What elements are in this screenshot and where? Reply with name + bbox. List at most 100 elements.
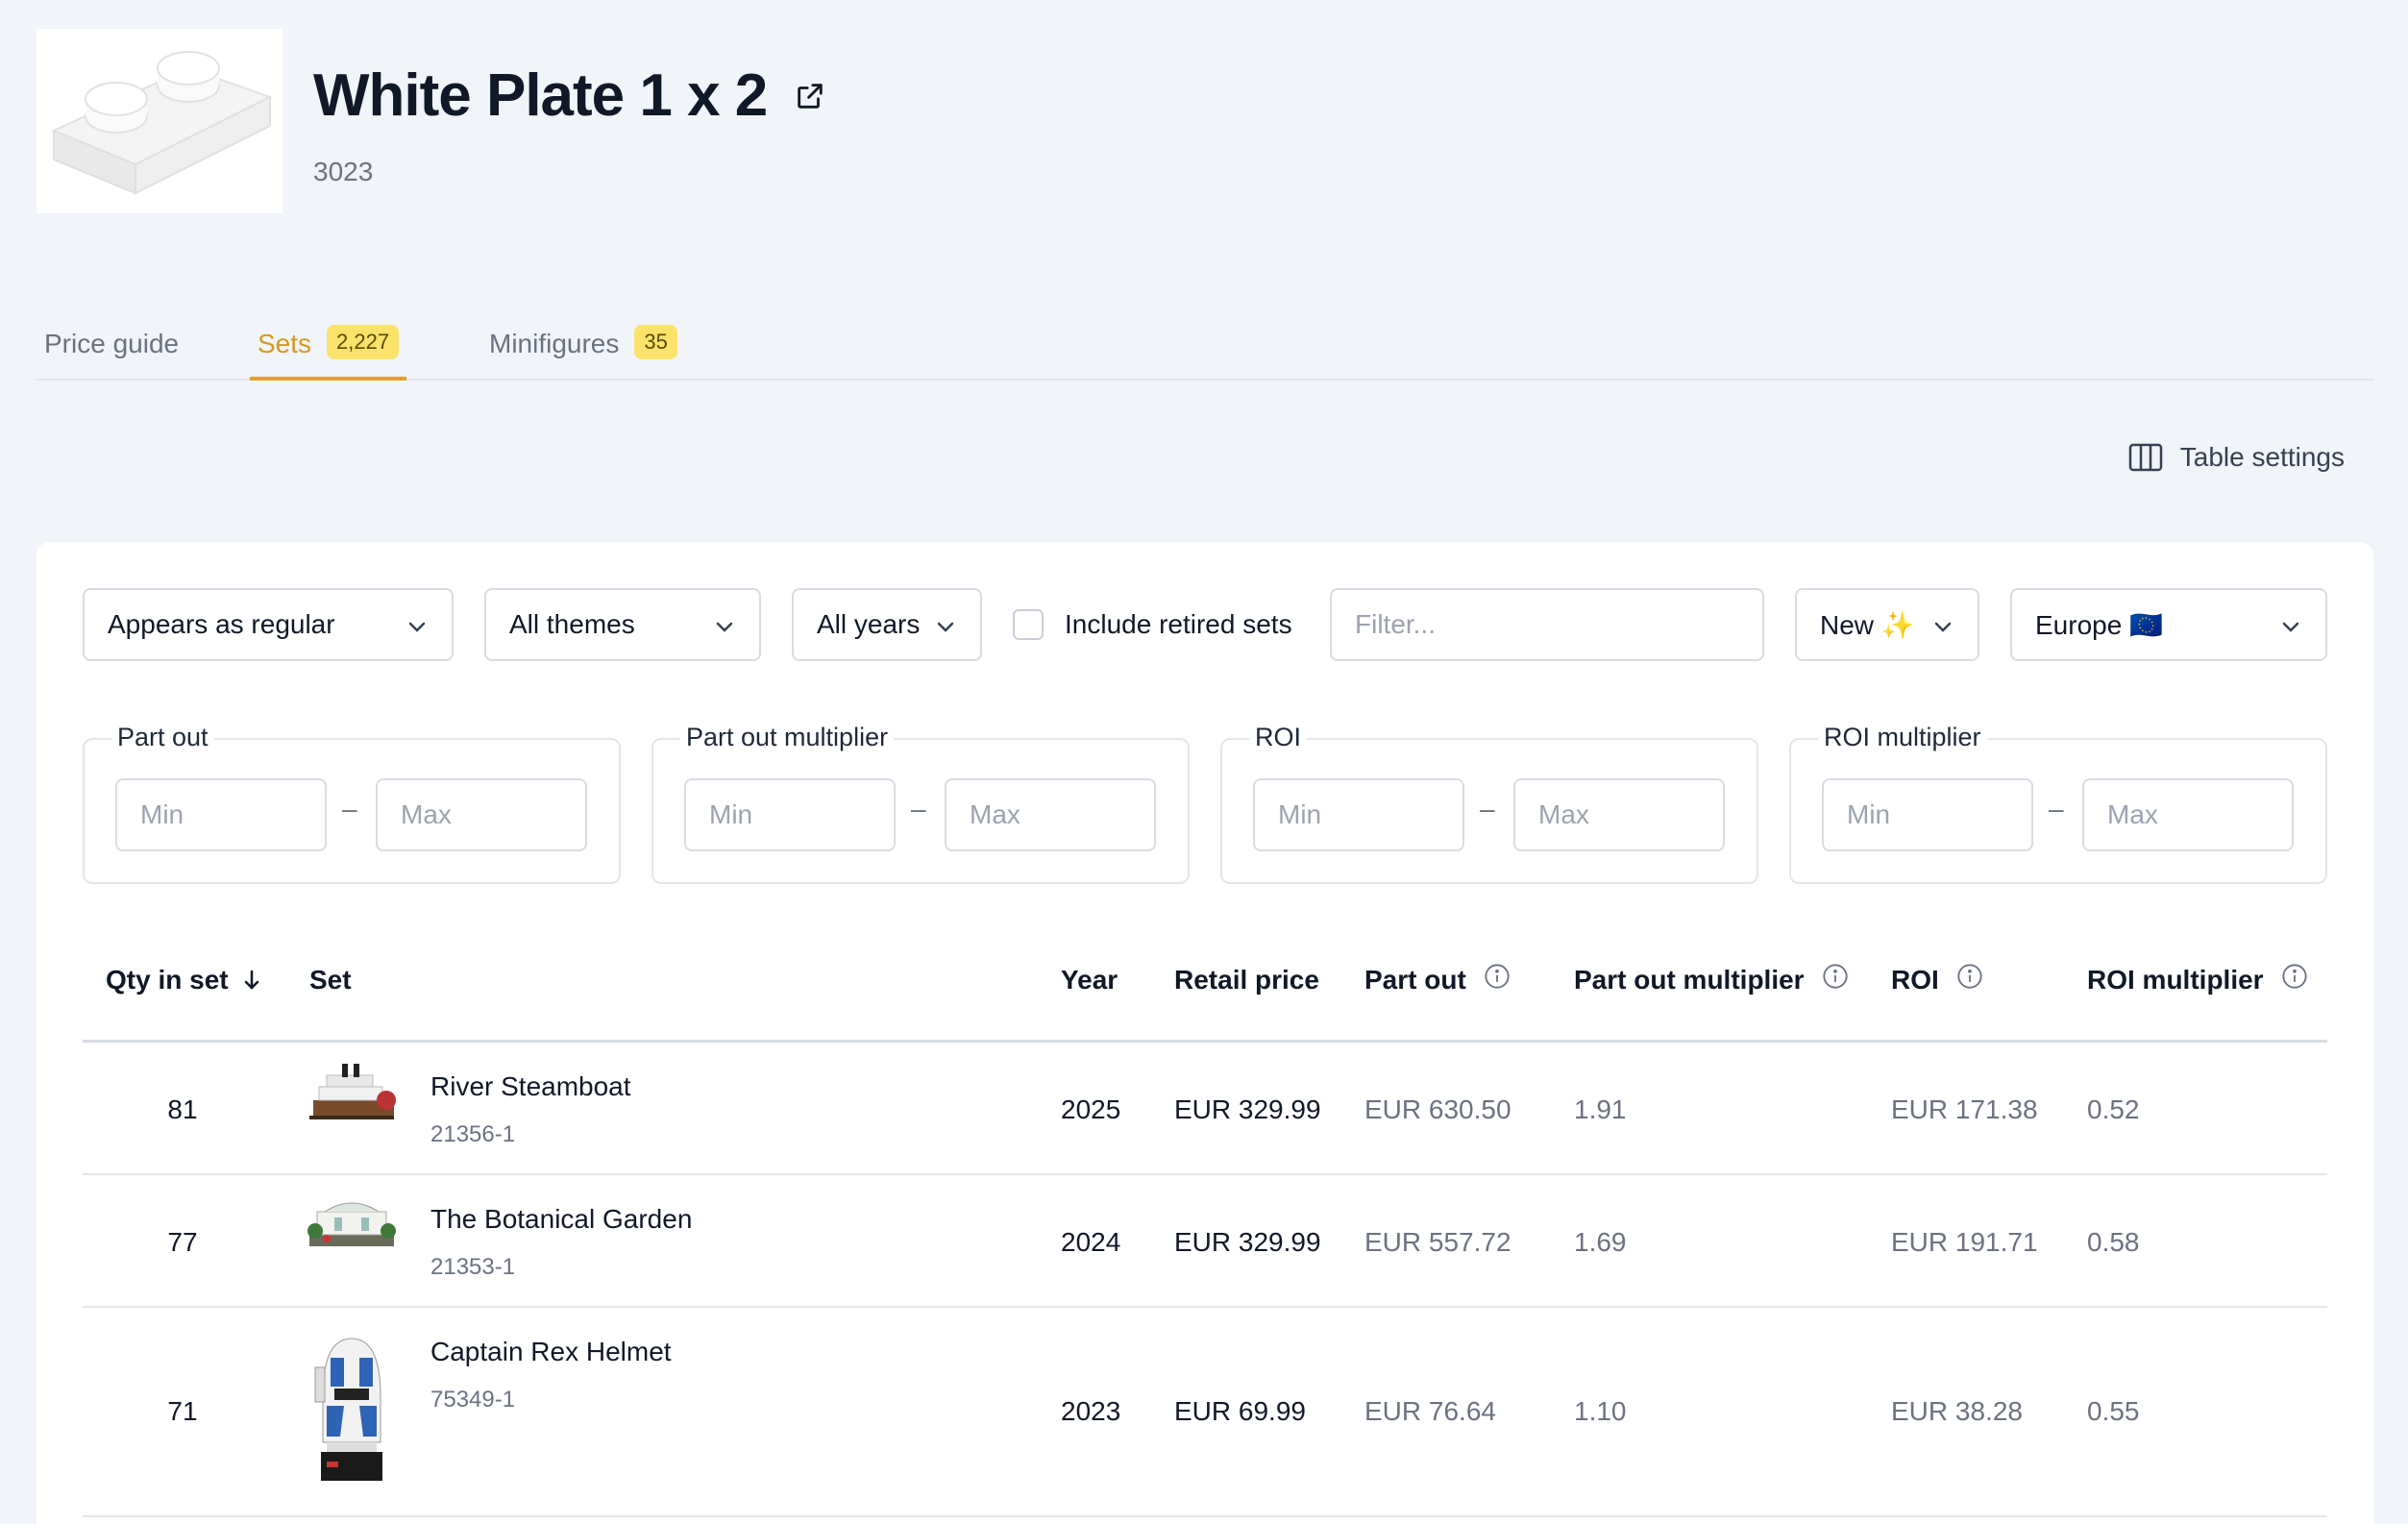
info-icon[interactable] bbox=[1822, 963, 1849, 990]
set-thumbnail bbox=[309, 1064, 396, 1119]
column-label: Retail price bbox=[1174, 965, 1319, 995]
part-out-multiplier-max-input[interactable]: Max bbox=[945, 778, 1156, 851]
tab-price-guide[interactable]: Price guide bbox=[44, 307, 179, 381]
set-thumbnail bbox=[314, 1338, 382, 1481]
roi-max-input[interactable]: Max bbox=[1513, 778, 1725, 851]
qty-cell: 81 bbox=[167, 1094, 198, 1124]
placeholder: Max bbox=[2107, 799, 2158, 829]
appears-as-select[interactable]: Appears as regular bbox=[83, 588, 454, 661]
set-number: 21356-1 bbox=[430, 1121, 516, 1147]
info-icon[interactable] bbox=[2281, 963, 2308, 990]
info-icon[interactable] bbox=[1956, 963, 1983, 990]
part-out-max-input[interactable]: Max bbox=[376, 778, 587, 851]
chevron-down-icon bbox=[2282, 622, 2299, 632]
page-title: White Plate 1 x 2 bbox=[313, 62, 768, 129]
chevron-down-icon bbox=[408, 622, 426, 632]
include-retired-label: Include retired sets bbox=[1065, 609, 1292, 639]
header-divider bbox=[83, 1040, 2327, 1043]
roi-multiplier-range: ROI multiplier Min – Max bbox=[1789, 723, 2327, 884]
condition-select[interactable]: New ✨ bbox=[1795, 588, 1979, 661]
table-settings-button[interactable]: Table settings bbox=[2128, 442, 2345, 473]
roi-min-input[interactable]: Min bbox=[1253, 778, 1464, 851]
tab-bar: Price guide Sets 2,227 Minifigures 35 bbox=[37, 288, 2373, 381]
part-image bbox=[37, 29, 283, 213]
range-dash: – bbox=[2049, 794, 2064, 823]
roi-multiplier-cell: 0.55 bbox=[2087, 1396, 2140, 1426]
years-select[interactable]: All years bbox=[792, 588, 982, 661]
column-label: Qty in set bbox=[106, 965, 229, 995]
columns-icon bbox=[2128, 443, 2163, 472]
qty-cell: 77 bbox=[167, 1227, 198, 1257]
set-name-link[interactable]: River Steamboat bbox=[430, 1071, 631, 1101]
range-dash: – bbox=[342, 794, 357, 823]
partout-cell: EUR 630.50 bbox=[1364, 1094, 1511, 1124]
placeholder: Min bbox=[1847, 799, 1891, 829]
column-retail-header[interactable]: Retail price bbox=[1174, 965, 1319, 996]
tab-sets[interactable]: Sets 2,227 bbox=[250, 307, 407, 381]
part-number: 3023 bbox=[313, 157, 374, 186]
range-dash: – bbox=[1480, 794, 1495, 823]
sets-card: Appears as regular All themes All years … bbox=[37, 542, 2373, 1524]
placeholder: Max bbox=[970, 799, 1020, 829]
set-name-link[interactable]: Captain Rex Helmet bbox=[430, 1337, 672, 1366]
set-number: 75349-1 bbox=[430, 1387, 516, 1413]
set-name-link[interactable]: The Botanical Garden bbox=[430, 1204, 693, 1234]
external-link-icon[interactable] bbox=[794, 80, 826, 112]
partout-cell: EUR 76.64 bbox=[1364, 1396, 1496, 1426]
select-value: New ✨ bbox=[1820, 609, 1915, 640]
partout-multiplier-cell: 1.91 bbox=[1574, 1094, 1627, 1124]
column-roi-header[interactable]: ROI bbox=[1891, 963, 1983, 996]
part-out-min-input[interactable]: Min bbox=[115, 778, 327, 851]
table-row[interactable]: 77 The Botanical Garden 21353-1 2024 EUR… bbox=[83, 1175, 2327, 1308]
range-label: ROI bbox=[1249, 723, 1308, 752]
column-label: Set bbox=[309, 965, 352, 995]
set-number: 21353-1 bbox=[430, 1254, 516, 1280]
roi-range: ROI Min – Max bbox=[1220, 723, 1758, 884]
sort-arrow-down-icon bbox=[244, 970, 258, 990]
column-partout-multiplier-header[interactable]: Part out multiplier bbox=[1574, 963, 1849, 996]
include-retired-toggle[interactable]: Include retired sets bbox=[1013, 588, 1292, 661]
partout-multiplier-cell: 1.10 bbox=[1574, 1396, 1627, 1426]
filter-input[interactable]: Filter... bbox=[1330, 588, 1764, 661]
roi-multiplier-max-input[interactable]: Max bbox=[2082, 778, 2294, 851]
year-cell: 2023 bbox=[1061, 1396, 1121, 1426]
tab-label: Price guide bbox=[44, 329, 180, 358]
filter-row: Appears as regular All themes All years … bbox=[83, 588, 2327, 661]
themes-select[interactable]: All themes bbox=[484, 588, 761, 661]
range-filters: Part out Min – Max Part out multiplier M… bbox=[83, 723, 2327, 884]
part-out-multiplier-range: Part out multiplier Min – Max bbox=[651, 723, 1190, 884]
table-row[interactable]: 71 Captain Rex Helmet 75349-1 2023 EUR 6… bbox=[83, 1308, 2327, 1517]
range-label: ROI multiplier bbox=[1818, 723, 1987, 752]
column-label: Part out multiplier bbox=[1574, 965, 1805, 995]
year-cell: 2024 bbox=[1061, 1227, 1121, 1257]
column-partout-header[interactable]: Part out bbox=[1364, 963, 1511, 996]
placeholder: Max bbox=[401, 799, 452, 829]
placeholder: Min bbox=[140, 799, 184, 829]
column-label: ROI bbox=[1891, 965, 1939, 995]
roi-cell: EUR 191.71 bbox=[1891, 1227, 2038, 1257]
include-retired-checkbox[interactable] bbox=[1013, 609, 1044, 640]
qty-cell: 71 bbox=[167, 1396, 198, 1426]
column-roi-multiplier-header[interactable]: ROI multiplier bbox=[2087, 963, 2308, 996]
retail-cell: EUR 69.99 bbox=[1174, 1396, 1306, 1426]
part-out-multiplier-min-input[interactable]: Min bbox=[684, 778, 896, 851]
placeholder: Min bbox=[709, 799, 753, 829]
column-qty-header[interactable]: Qty in set bbox=[106, 965, 261, 996]
table-row[interactable]: 81 River Steamboat 21356-1 2025 EUR 329.… bbox=[83, 1043, 2327, 1175]
select-value: All years bbox=[817, 609, 921, 639]
range-label: Part out multiplier bbox=[680, 723, 895, 752]
chevron-down-icon bbox=[716, 622, 733, 632]
roi-multiplier-min-input[interactable]: Min bbox=[1822, 778, 2033, 851]
roi-multiplier-cell: 0.52 bbox=[2087, 1094, 2140, 1124]
filter-placeholder: Filter... bbox=[1355, 609, 1437, 639]
roi-cell: EUR 38.28 bbox=[1891, 1396, 2023, 1426]
column-set-header[interactable]: Set bbox=[309, 965, 352, 996]
region-select[interactable]: Europe 🇪🇺 bbox=[2010, 588, 2327, 661]
retail-cell: EUR 329.99 bbox=[1174, 1227, 1321, 1257]
count-badge: 2,227 bbox=[327, 325, 400, 359]
column-year-header[interactable]: Year bbox=[1061, 965, 1118, 996]
range-dash: – bbox=[911, 794, 926, 823]
tab-minifigures[interactable]: Minifigures 35 bbox=[489, 307, 677, 381]
info-icon[interactable] bbox=[1484, 963, 1511, 990]
year-cell: 2025 bbox=[1061, 1094, 1121, 1124]
